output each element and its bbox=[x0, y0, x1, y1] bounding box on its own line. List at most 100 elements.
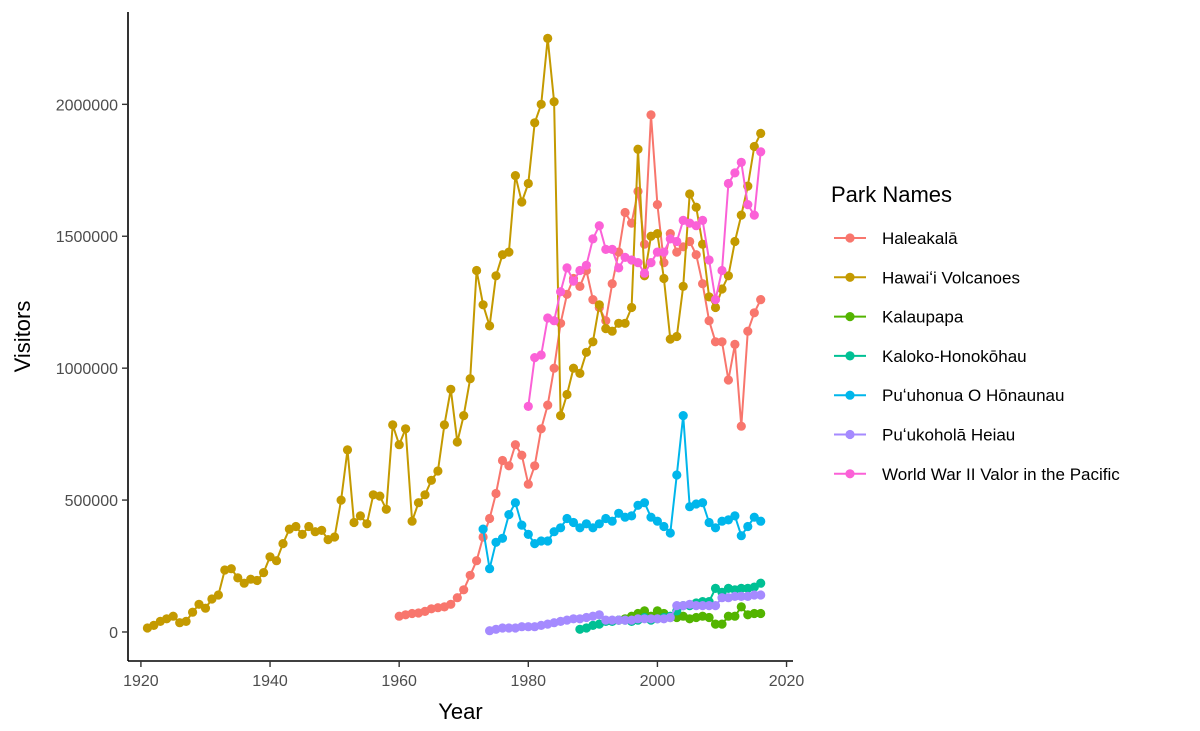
data-point bbox=[704, 255, 714, 265]
data-point bbox=[510, 440, 520, 450]
data-point bbox=[698, 239, 708, 249]
data-point bbox=[472, 265, 482, 276]
legend-key-point bbox=[845, 312, 855, 322]
y-tick-label: 500000 bbox=[65, 493, 118, 510]
data-point bbox=[465, 570, 475, 580]
data-point bbox=[736, 531, 746, 541]
y-tick-label: 1000000 bbox=[56, 361, 118, 378]
data-point bbox=[446, 599, 456, 609]
data-point bbox=[646, 614, 656, 624]
data-point bbox=[620, 207, 630, 218]
data-point bbox=[736, 591, 746, 602]
data-point bbox=[678, 411, 688, 421]
data-point bbox=[749, 308, 759, 318]
series-5 bbox=[485, 590, 766, 636]
data-point bbox=[517, 197, 527, 207]
data-point bbox=[575, 281, 585, 291]
legend-item: Kaloko-Honokōhau bbox=[834, 347, 1027, 366]
data-point bbox=[607, 516, 617, 526]
data-point bbox=[665, 612, 675, 623]
data-point bbox=[517, 622, 527, 632]
data-point bbox=[601, 615, 611, 625]
data-point bbox=[743, 521, 753, 532]
data-point bbox=[362, 519, 372, 529]
data-point bbox=[588, 234, 598, 244]
data-point bbox=[355, 511, 365, 521]
data-point bbox=[749, 608, 759, 619]
data-point bbox=[523, 178, 533, 189]
data-point bbox=[723, 375, 734, 385]
data-point bbox=[413, 498, 424, 508]
data-point bbox=[485, 564, 495, 574]
data-point bbox=[594, 610, 604, 620]
data-point bbox=[252, 575, 262, 586]
data-point bbox=[233, 573, 243, 583]
legend-label: Haleakalā bbox=[882, 229, 958, 248]
data-point bbox=[543, 536, 553, 546]
data-point bbox=[639, 268, 650, 278]
y-tick-label: 0 bbox=[109, 625, 118, 642]
data-point bbox=[568, 363, 579, 373]
data-point bbox=[433, 466, 443, 476]
data-point bbox=[213, 590, 223, 600]
data-point bbox=[381, 504, 391, 514]
data-point bbox=[568, 517, 579, 528]
series-line bbox=[482, 414, 762, 570]
data-point bbox=[472, 556, 482, 566]
data-point bbox=[723, 178, 734, 189]
data-point bbox=[452, 437, 462, 447]
data-point bbox=[594, 519, 604, 529]
data-point bbox=[497, 455, 508, 466]
data-point bbox=[575, 265, 585, 276]
data-point bbox=[562, 389, 572, 400]
legend-key-point bbox=[845, 272, 855, 282]
data-point bbox=[756, 590, 766, 600]
data-point bbox=[581, 260, 592, 270]
data-point bbox=[575, 368, 585, 378]
data-point bbox=[200, 603, 211, 613]
data-point bbox=[730, 236, 740, 247]
data-point bbox=[736, 421, 746, 431]
data-point bbox=[556, 411, 566, 421]
data-point bbox=[672, 470, 682, 480]
data-point bbox=[523, 622, 533, 632]
legend-item: Hawaiʻi Volcanoes bbox=[834, 268, 1020, 287]
data-point bbox=[530, 461, 540, 471]
data-point bbox=[401, 424, 411, 434]
data-point bbox=[614, 263, 624, 273]
data-point bbox=[536, 350, 546, 360]
data-point bbox=[556, 287, 566, 297]
series-6 bbox=[523, 147, 766, 411]
data-point bbox=[736, 583, 746, 594]
data-point bbox=[730, 611, 740, 621]
data-point bbox=[646, 258, 656, 268]
data-point bbox=[646, 110, 656, 120]
data-point bbox=[691, 601, 701, 611]
data-point bbox=[756, 147, 766, 157]
data-point bbox=[497, 623, 508, 633]
data-point bbox=[652, 614, 663, 624]
data-point bbox=[652, 229, 663, 239]
data-point bbox=[394, 440, 404, 450]
data-point bbox=[717, 284, 727, 294]
data-point bbox=[672, 247, 682, 257]
y-tick-label: 1500000 bbox=[56, 229, 118, 246]
data-point bbox=[594, 221, 604, 231]
data-point bbox=[491, 488, 501, 499]
data-point bbox=[297, 529, 307, 540]
data-point bbox=[188, 607, 198, 617]
data-point bbox=[685, 189, 695, 199]
data-point bbox=[517, 520, 527, 530]
legend-item: Kalaupapa bbox=[834, 308, 964, 327]
data-point bbox=[749, 141, 759, 152]
data-point bbox=[736, 210, 746, 220]
data-point bbox=[317, 525, 327, 536]
data-point bbox=[388, 420, 398, 430]
data-point bbox=[756, 608, 766, 619]
data-point bbox=[504, 461, 514, 471]
data-point bbox=[659, 521, 669, 532]
data-point bbox=[749, 590, 759, 600]
series-line bbox=[147, 37, 762, 629]
data-point bbox=[698, 498, 708, 508]
